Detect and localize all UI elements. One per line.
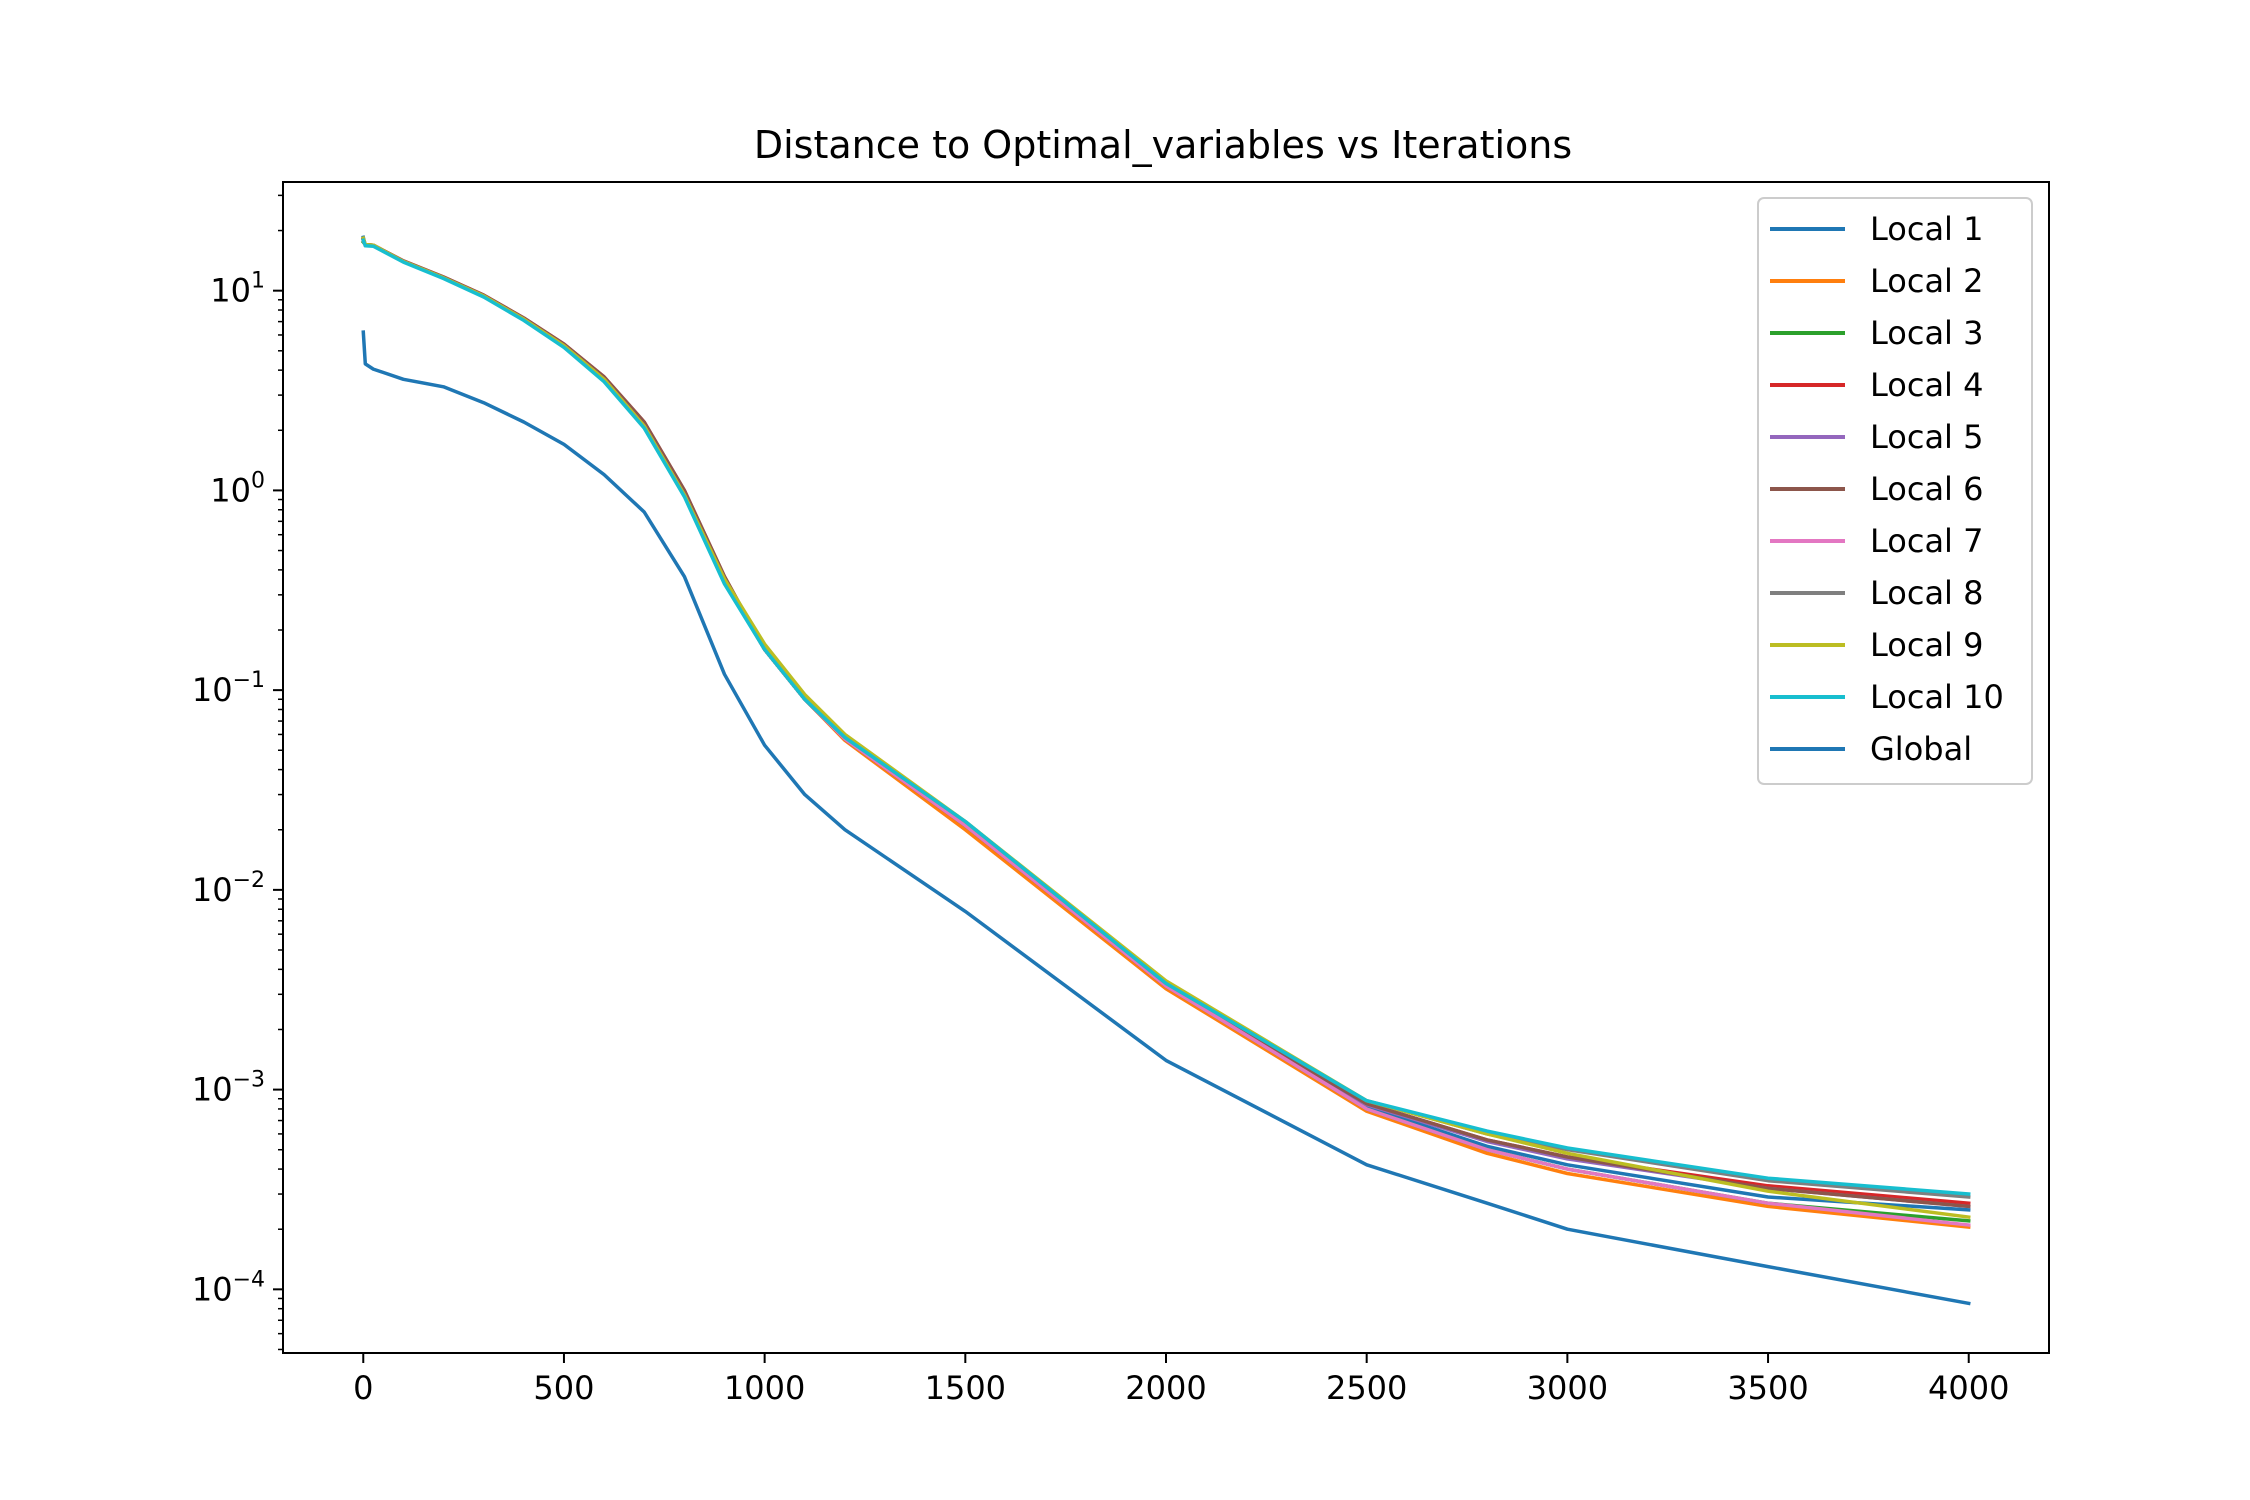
y-tick-label: 10−2 [192, 868, 265, 909]
legend-label-6: Local 6 [1870, 470, 1983, 508]
legend-label-3: Local 3 [1870, 314, 1983, 352]
legend-box [1757, 197, 2033, 785]
x-tick-label: 500 [533, 1369, 594, 1407]
x-tick-label: 1000 [724, 1369, 805, 1407]
y-tick-label: 101 [210, 269, 265, 310]
series-layer [360, 235, 1971, 1306]
y-tick-label: 10−3 [192, 1068, 265, 1109]
legend-label-7: Local 7 [1870, 522, 1983, 560]
x-tick-label: 0 [353, 1369, 373, 1407]
x-tick-label: 4000 [1928, 1369, 2009, 1407]
plot-frame [282, 181, 2050, 1354]
plot-area [283, 182, 2049, 1353]
chart-title: Distance to Optimal_variables vs Iterati… [754, 123, 1572, 167]
x-tick-label: 1500 [925, 1369, 1006, 1407]
series-line-10 [361, 237, 1971, 1196]
legend-label-11: Global [1870, 730, 1972, 768]
legend: Local 1 Local 2 Local 3 Local 4 Local 5 Local… [1757, 197, 2033, 785]
axis-layer: 0 500 1000 1500 2000 2500 3000 3500 4000 101 100 10… [192, 194, 2009, 1407]
legend-label-8: Local 8 [1870, 574, 1983, 612]
y-tick-label: 100 [210, 468, 265, 509]
x-tick-label: 3500 [1727, 1369, 1808, 1407]
legend-label-9: Local 9 [1870, 626, 1983, 664]
y-tick-label: 10−1 [192, 668, 265, 709]
x-tick-label: 2500 [1326, 1369, 1407, 1407]
y-tick-label: 10−4 [192, 1267, 265, 1308]
legend-label-1: Local 1 [1870, 210, 1983, 248]
legend-label-2: Local 2 [1870, 262, 1983, 300]
series-line-11 [361, 330, 1971, 1306]
legend-label-4: Local 4 [1870, 366, 1983, 404]
legend-label-10: Local 10 [1870, 678, 2004, 716]
legend-label-5: Local 5 [1870, 418, 1983, 456]
x-tick-label: 2000 [1125, 1369, 1206, 1407]
x-tick-label: 3000 [1527, 1369, 1608, 1407]
